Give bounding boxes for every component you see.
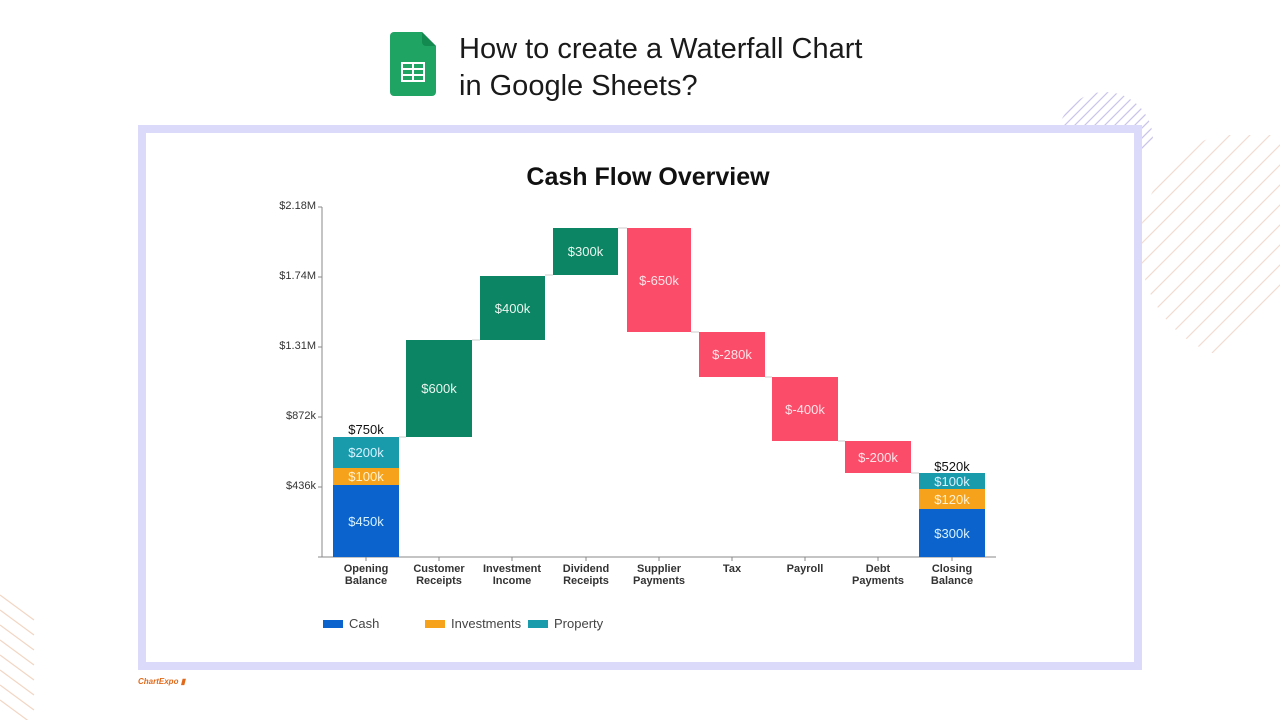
bar-value-label: $-280k: [712, 347, 752, 362]
bar-value-label: $120k: [934, 491, 970, 507]
chart-frame: Cash Flow Overview $2.18M: [138, 125, 1142, 670]
bar-chart-icon: ▮: [180, 677, 186, 686]
bar-debt-payments[interactable]: $-200k: [845, 441, 911, 473]
bar-opening-investments[interactable]: $100k: [333, 468, 399, 485]
chart-title: Cash Flow Overview: [526, 163, 770, 191]
bar-value-label: $300k: [934, 525, 970, 541]
legend-item-cash[interactable]: Cash: [323, 616, 379, 631]
bar-value-label: $-400k: [785, 401, 825, 417]
bar-closing-property[interactable]: $100k: [919, 473, 985, 489]
y-tick-label: $1.74M: [279, 270, 316, 282]
bar-value-label: $100k: [348, 469, 384, 484]
brand-logo: ChartExpo ▮: [138, 677, 185, 686]
bar-value-label: $100k: [934, 473, 970, 489]
y-tick-label: $872k: [286, 410, 316, 422]
decorative-stripes-right: [1140, 135, 1280, 360]
bar-value-label: $-650k: [639, 272, 679, 288]
bar-value-label: $-200k: [858, 449, 898, 465]
x-axis-label: Supplier Payments: [633, 563, 685, 587]
bar-supplier-payments[interactable]: $-650k: [627, 228, 691, 332]
page-title-line-1: How to create a Waterfall Chart: [459, 33, 863, 65]
legend-swatch-investments: [425, 619, 445, 628]
y-tick-label: $436k: [286, 480, 316, 492]
legend-label: Cash: [349, 616, 380, 631]
legend-label: Investments: [451, 616, 522, 631]
x-axis-label: Closing Balance: [930, 563, 974, 587]
bar-value-label: $200k: [348, 445, 384, 460]
legend-label: Property: [554, 616, 604, 631]
bar-opening-property[interactable]: $200k: [333, 437, 399, 468]
x-axis-label: Dividend Receipts: [562, 563, 610, 587]
legend-swatch-property: [528, 619, 548, 628]
legend-swatch-cash: [323, 619, 343, 628]
bar-closing-investments[interactable]: $120k: [919, 489, 985, 509]
closing-total-label: $520k: [934, 459, 970, 474]
bar-opening-cash[interactable]: $450k: [333, 485, 399, 557]
bar-value-label: $400k: [494, 300, 531, 316]
brand-label: ChartExpo: [138, 677, 179, 686]
bar-closing-cash[interactable]: $300k: [919, 509, 985, 557]
bar-customer-receipts[interactable]: $600k: [406, 340, 472, 437]
bar-value-label: $600k: [421, 381, 457, 396]
header: [390, 32, 436, 96]
y-tick-label: $1.31M: [279, 340, 316, 352]
y-tick-label: $2.18M: [279, 200, 316, 212]
x-axis-label: Tax: [722, 563, 742, 575]
legend-item-investments[interactable]: Investments: [425, 616, 521, 631]
decorative-stripes-bottom-left: [0, 594, 35, 720]
bar-value-label: $300k: [567, 244, 604, 259]
bar-dividend-receipts[interactable]: $300k: [553, 228, 618, 275]
bar-investment-income[interactable]: $400k: [480, 276, 545, 340]
x-axis-label: Debt Payments: [852, 563, 904, 587]
chart-axes: [318, 206, 996, 561]
bar-payroll[interactable]: $-400k: [772, 377, 838, 441]
page-title: How to create a Waterfall Chart in Googl…: [459, 31, 939, 105]
page-title-line-2: in Google Sheets?: [459, 70, 698, 102]
google-sheets-icon: [390, 32, 436, 96]
opening-total-label: $750k: [348, 422, 384, 437]
bar-value-label: $450k: [348, 513, 384, 529]
x-axis-label: Payroll: [786, 563, 824, 575]
legend-item-property[interactable]: Property: [528, 616, 603, 631]
bar-tax[interactable]: $-280k: [699, 332, 765, 377]
x-axis-label: Customer Receipts: [413, 563, 465, 587]
x-axis-label: Investment Income: [482, 563, 542, 587]
x-axis-label: Opening Balance: [343, 563, 389, 587]
